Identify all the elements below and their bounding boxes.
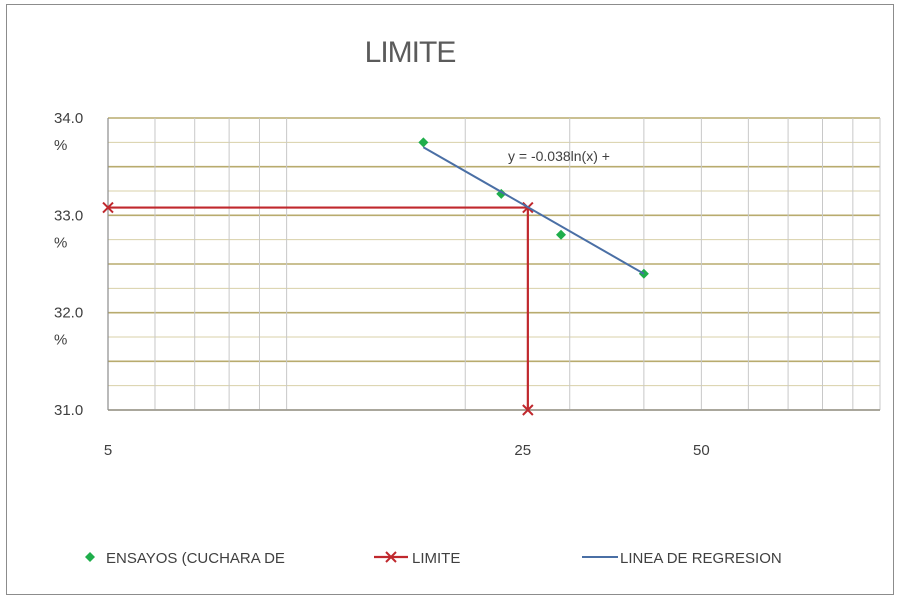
y-tick-label: 34.0	[54, 110, 83, 127]
series-point-0	[418, 137, 429, 148]
y-tick-unit: %	[54, 332, 67, 349]
legend-label-ensayos: ENSAYOS (CUCHARA DE	[106, 550, 285, 567]
y-tick-label: 32.0	[54, 305, 83, 322]
chart-title: LIMITE	[364, 36, 457, 69]
series-layer: y = -0.038ln(x) +	[102, 137, 649, 416]
legend-marker-ensayos	[85, 552, 95, 562]
y-tick-label: 31.0	[54, 402, 83, 419]
legend-layer: ENSAYOS (CUCHARA DE LIMITE LINEA DE REGRES…	[85, 550, 782, 567]
chart-frame	[6, 4, 894, 595]
series-point-1	[522, 404, 534, 416]
x-tick-label: 5	[104, 442, 112, 459]
axis-layer: 34.0% 33.0% 32.0% 31.0 5 25 50	[54, 110, 880, 459]
y-tick-unit: %	[54, 234, 67, 251]
series-point-1	[102, 201, 114, 214]
y-tick-label: 33.0	[54, 207, 83, 224]
legend-marker-limite	[385, 551, 397, 563]
legend-label-limite: LIMITE	[412, 550, 460, 567]
series-point-0	[555, 229, 566, 240]
regression-equation: y = -0.038ln(x) +	[508, 148, 610, 164]
series-line-2	[422, 146, 645, 275]
legend-label-regresion: LINEA DE REGRESION	[620, 550, 782, 567]
x-tick-label: 25	[514, 442, 531, 459]
x-tick-label: 50	[693, 442, 710, 459]
y-tick-unit: %	[54, 137, 67, 154]
grid-layer	[107, 117, 881, 411]
